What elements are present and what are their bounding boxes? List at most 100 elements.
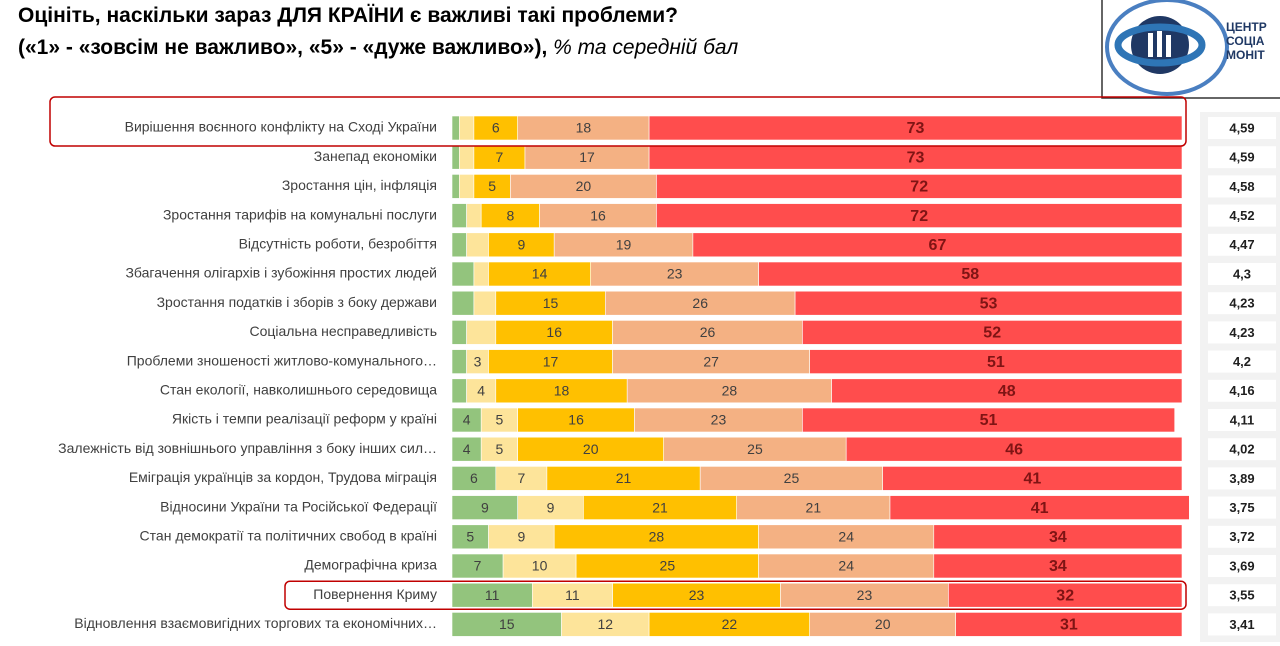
- value-label: 73: [907, 149, 925, 166]
- average-cell: [1208, 496, 1276, 519]
- bar-segment: [845, 436, 1183, 462]
- bar-segment: [451, 612, 562, 637]
- average-label: 4,3: [1233, 266, 1251, 281]
- value-label: 9: [481, 499, 489, 515]
- bar-segment: [575, 553, 759, 579]
- average-cell: [1208, 555, 1276, 577]
- value-label: 23: [857, 587, 873, 603]
- value-label: 9: [547, 499, 555, 515]
- bar-segment: [656, 203, 1183, 228]
- value-label: 17: [579, 149, 595, 165]
- bar-segment: [626, 378, 832, 404]
- bar-segment: [451, 203, 467, 228]
- highlight-box: [49, 96, 1187, 147]
- bar-segment: [480, 203, 540, 228]
- value-label: 27: [703, 353, 719, 369]
- bar-segment: [553, 524, 759, 550]
- average-column: [1200, 112, 1280, 642]
- bar-segment: [451, 378, 467, 404]
- value-label: 7: [496, 149, 504, 165]
- value-label: 23: [689, 587, 705, 603]
- bar-segment: [451, 436, 482, 462]
- value-label: 41: [1023, 471, 1041, 488]
- value-label: 20: [576, 178, 592, 194]
- bar-segment: [517, 495, 584, 520]
- bar-segment: [604, 290, 796, 316]
- bar-segment: [466, 232, 489, 258]
- value-label: 22: [722, 616, 738, 632]
- highlight-box: [284, 580, 1187, 610]
- value-label: 28: [649, 529, 665, 545]
- value-label: 9: [517, 529, 525, 545]
- average-label: 4,52: [1229, 208, 1254, 223]
- value-label: 34: [1049, 558, 1067, 575]
- bar-segment: [612, 582, 781, 608]
- bar-segment: [473, 261, 489, 287]
- bar-segment: [495, 378, 628, 404]
- bar-segment: [612, 320, 803, 345]
- value-label: 5: [488, 178, 496, 194]
- average-label: 4,11: [1230, 412, 1255, 427]
- bar-segment: [495, 290, 606, 316]
- average-label: 3,55: [1229, 588, 1254, 603]
- value-label: 53: [980, 295, 998, 312]
- value-label: 25: [660, 558, 676, 574]
- bar-segment: [656, 174, 1183, 199]
- value-label: 19: [616, 237, 632, 253]
- bar-segment: [480, 407, 519, 433]
- average-cell: [1208, 409, 1276, 431]
- bar-segment: [648, 144, 1183, 170]
- value-label: 51: [987, 354, 1005, 371]
- bar-segment: [889, 495, 1190, 520]
- average-label: 4,02: [1229, 442, 1254, 457]
- bar-segment: [495, 320, 613, 345]
- value-label: 16: [568, 412, 584, 428]
- value-label: 21: [616, 470, 632, 486]
- value-label: 12: [598, 616, 614, 632]
- value-label: 11: [565, 587, 580, 603]
- bar-segment: [517, 436, 665, 462]
- bar-segment: [809, 349, 1183, 374]
- average-cell: [1208, 584, 1276, 607]
- value-label: 6: [492, 120, 500, 136]
- value-label: 51: [980, 412, 998, 429]
- value-label: 48: [998, 383, 1016, 400]
- bar-segment: [473, 290, 497, 316]
- bar-segment: [692, 232, 1183, 258]
- value-label: 5: [496, 412, 504, 428]
- bar-segment: [517, 115, 650, 141]
- value-label: 52: [983, 325, 1001, 342]
- average-label: 4,59: [1229, 150, 1254, 165]
- average-label: 3,69: [1229, 558, 1254, 573]
- bar-segment: [451, 349, 467, 374]
- logo-ring: [1105, 0, 1229, 96]
- bar-segment: [663, 436, 847, 462]
- logo-eye: [1114, 23, 1206, 67]
- average-cell: [1208, 292, 1276, 315]
- value-label: 11: [485, 587, 500, 603]
- value-label: 7: [517, 470, 525, 486]
- value-label: 15: [543, 295, 559, 311]
- bar-segment: [451, 144, 460, 170]
- value-label: 5: [496, 441, 504, 457]
- average-label: 4,16: [1229, 383, 1254, 398]
- value-label: 67: [929, 237, 947, 254]
- category-label: Демографічна криза: [304, 557, 437, 573]
- bar-segment: [502, 553, 577, 579]
- category-label: Відносини України та Російської Федераці…: [160, 498, 437, 514]
- value-label: 21: [652, 499, 668, 515]
- bar-segment: [451, 174, 460, 199]
- category-label: Еміграція українців за кордон, Трудова м…: [129, 469, 437, 485]
- average-label: 3,89: [1229, 471, 1254, 486]
- value-label: 18: [576, 120, 592, 136]
- value-label: 24: [838, 529, 854, 545]
- value-label: 72: [910, 179, 928, 196]
- average-label: 4,23: [1229, 325, 1254, 340]
- value-label: 9: [517, 237, 525, 253]
- average-cell: [1208, 321, 1276, 344]
- bar-segment: [758, 524, 935, 550]
- logo-text: СОЦІА: [1226, 34, 1265, 48]
- value-label: 24: [838, 558, 854, 574]
- category-label: Збагачення олігархів і зубожіння простих…: [125, 265, 437, 281]
